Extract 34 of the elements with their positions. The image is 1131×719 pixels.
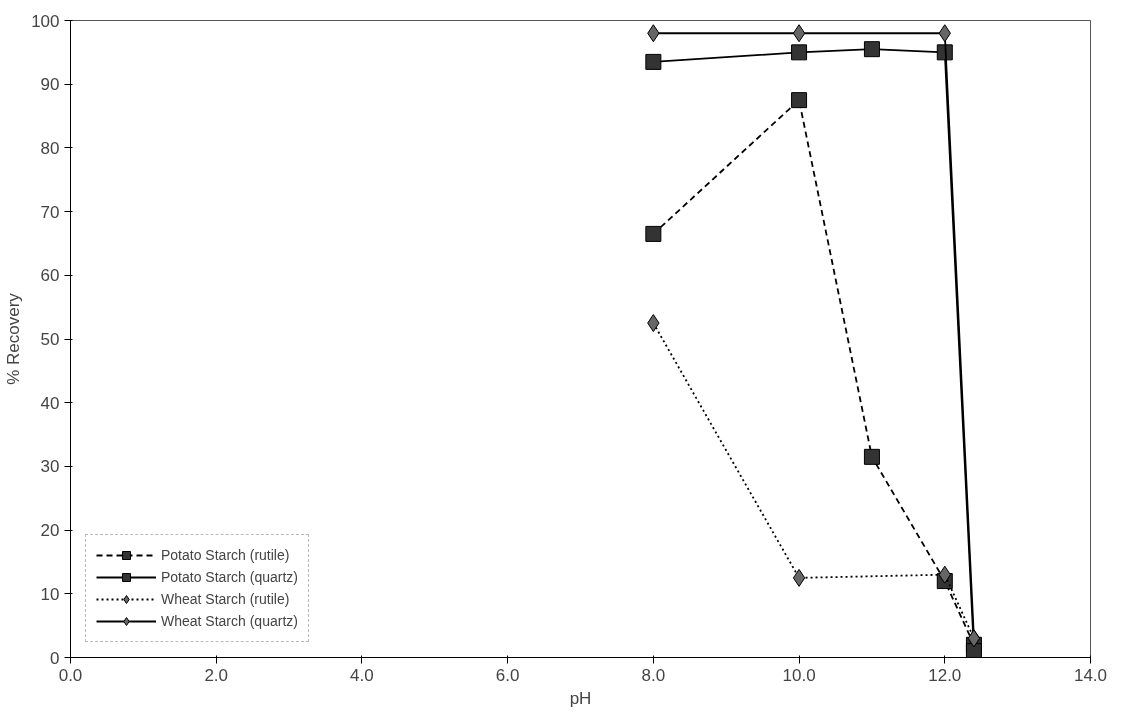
legend-label: Potato Starch (quartz): [161, 569, 298, 585]
point: [791, 44, 808, 61]
x-tick-label: 6.0: [495, 665, 520, 685]
x-tick-label: 0.0: [58, 665, 83, 685]
point: [792, 24, 806, 43]
y-tick-label: 10: [40, 584, 60, 604]
y-tick-label: 20: [40, 521, 60, 541]
y-tick-label: 30: [40, 457, 60, 477]
point: [792, 568, 806, 587]
x-tick-label: 12.0: [928, 665, 962, 685]
point: [965, 643, 982, 658]
x-tick-label: 4.0: [350, 665, 374, 685]
y-tick-label: 40: [40, 393, 60, 413]
y-tick-label: 0: [50, 648, 60, 668]
x-tick-label: 10.0: [782, 665, 816, 685]
y-axis-title: % Recovery: [4, 292, 24, 385]
y-tick-label: 100: [31, 11, 60, 31]
x-tick-label: 8.0: [641, 665, 666, 685]
point: [645, 53, 662, 70]
legend-label: Potato Starch (rutile): [161, 547, 290, 563]
y-tick-label: 70: [40, 202, 60, 222]
y-tick-label: 60: [40, 266, 60, 286]
y-tick-label: 90: [40, 75, 60, 95]
point: [791, 92, 808, 109]
point: [863, 448, 880, 465]
y-tick-label: 50: [40, 330, 60, 349]
x-tick-label: 2.0: [204, 665, 229, 685]
legend-label: Wheat Starch (quartz): [161, 613, 298, 629]
x-axis-title: pH: [569, 688, 592, 708]
y-tick-label: 80: [40, 138, 60, 158]
point: [863, 41, 880, 58]
legend-label: Wheat Starch (rutile): [161, 591, 290, 607]
point: [645, 225, 662, 242]
x-tick-label: 14.0: [1073, 665, 1108, 685]
